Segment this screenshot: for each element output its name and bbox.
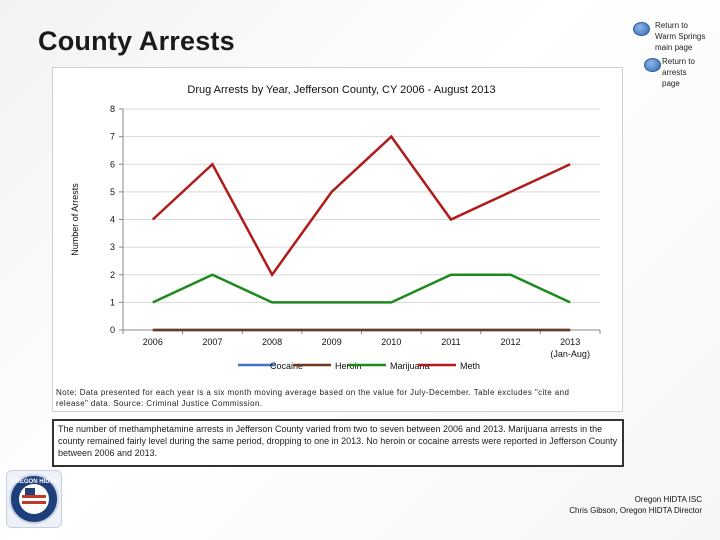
y-tick-label: 8	[110, 104, 115, 114]
oregon-hidta-logo: OREGON HIDTA	[6, 470, 62, 528]
logo-text: OREGON HIDTA	[11, 479, 58, 485]
return-warm-springs-button[interactable]: Return to Warm Springs main page	[633, 21, 718, 54]
return-warm-springs-label: Return to Warm Springs main page	[655, 21, 706, 52]
circle-button-icon	[644, 58, 661, 72]
return-arrests-label: Return to arrests page	[662, 57, 695, 88]
x-tick-label: 2008	[262, 337, 282, 347]
x-tick-label: 2009	[322, 337, 342, 347]
credits: Oregon HIDTA ISC Chris Gibson, Oregon HI…	[569, 494, 702, 516]
credit-line: Chris Gibson, Oregon HIDTA Director	[569, 506, 702, 515]
x-tick-label: 2007	[202, 337, 222, 347]
legend-label: Meth	[460, 361, 480, 371]
y-tick-label: 6	[110, 159, 115, 169]
x-tick-label: 2012	[501, 337, 521, 347]
y-tick-label: 2	[110, 270, 115, 280]
summary-text: The number of methamphetamine arrests in…	[52, 419, 624, 467]
legend-label: Marijuana	[390, 361, 430, 371]
y-tick-label: 1	[110, 297, 115, 307]
series-line-meth	[151, 134, 571, 278]
series-line-marijuana	[152, 273, 571, 304]
y-axis-label: Number of Arrests	[70, 183, 80, 256]
y-tick-label: 4	[110, 215, 115, 225]
y-tick-label: 5	[110, 187, 115, 197]
line-chart: Drug Arrests by Year, Jefferson County, …	[70, 84, 601, 371]
y-tick-label: 7	[110, 132, 115, 142]
x-tick-label: 2010	[381, 337, 401, 347]
y-tick-label: 0	[110, 325, 115, 335]
page-title: County Arrests	[38, 26, 235, 56]
chart-note: Note: Data presented for each year is a …	[56, 388, 570, 408]
chart-title: Drug Arrests by Year, Jefferson County, …	[187, 84, 495, 96]
y-tick-label: 3	[110, 242, 115, 252]
return-arrests-button[interactable]: Return to arrests page	[644, 57, 714, 90]
x-tick-label: 2013	[560, 337, 580, 347]
x-tick-label: 2011	[441, 337, 460, 347]
chart-area: Drug Arrests by Year, Jefferson County, …	[52, 67, 623, 412]
circle-button-icon	[633, 22, 650, 36]
credit-line: Oregon HIDTA ISC	[634, 495, 702, 504]
x-tick-label: (Jan-Aug)	[550, 349, 590, 359]
x-tick-label: 2006	[143, 337, 163, 347]
legend-label: Cocaine	[270, 361, 303, 371]
